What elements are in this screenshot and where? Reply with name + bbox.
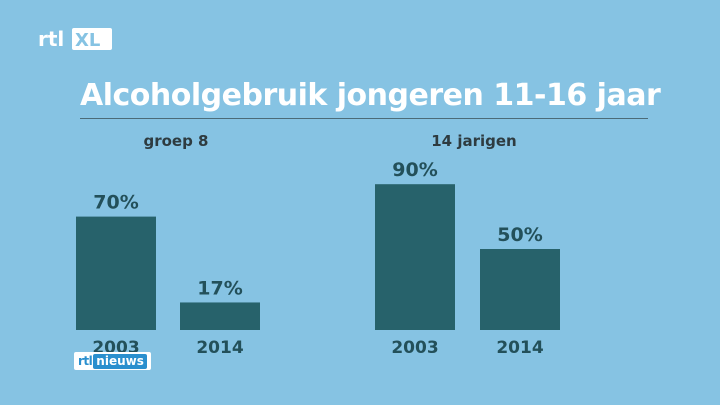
x-tick-label: 2003 [391,338,438,358]
data-label: 50% [497,224,542,246]
x-tick-label: 2014 [196,338,243,358]
badge-nieuws-text: nieuws [93,353,147,369]
data-label: 90% [392,159,437,181]
bar [480,249,560,330]
bar [375,184,455,330]
badge-rtl-text: rtl [78,354,93,368]
svg-text:rtl: rtl [38,27,64,51]
bar [180,302,260,330]
group-label: groep 8 [143,132,208,150]
chart-title: Alcoholgebruik jongeren 11-16 jaar [80,78,661,113]
rtl-nieuws-badge: rtl nieuws [74,352,151,370]
svg-text:XL: XL [75,30,100,51]
x-tick-label: 2014 [496,338,543,358]
bar [76,216,156,330]
data-label: 17% [197,277,242,299]
rtl-xl-logo: rtl XL [38,27,112,51]
group-label: 14 jarigen [431,132,517,150]
data-label: 70% [93,192,138,214]
title-divider [80,118,648,119]
